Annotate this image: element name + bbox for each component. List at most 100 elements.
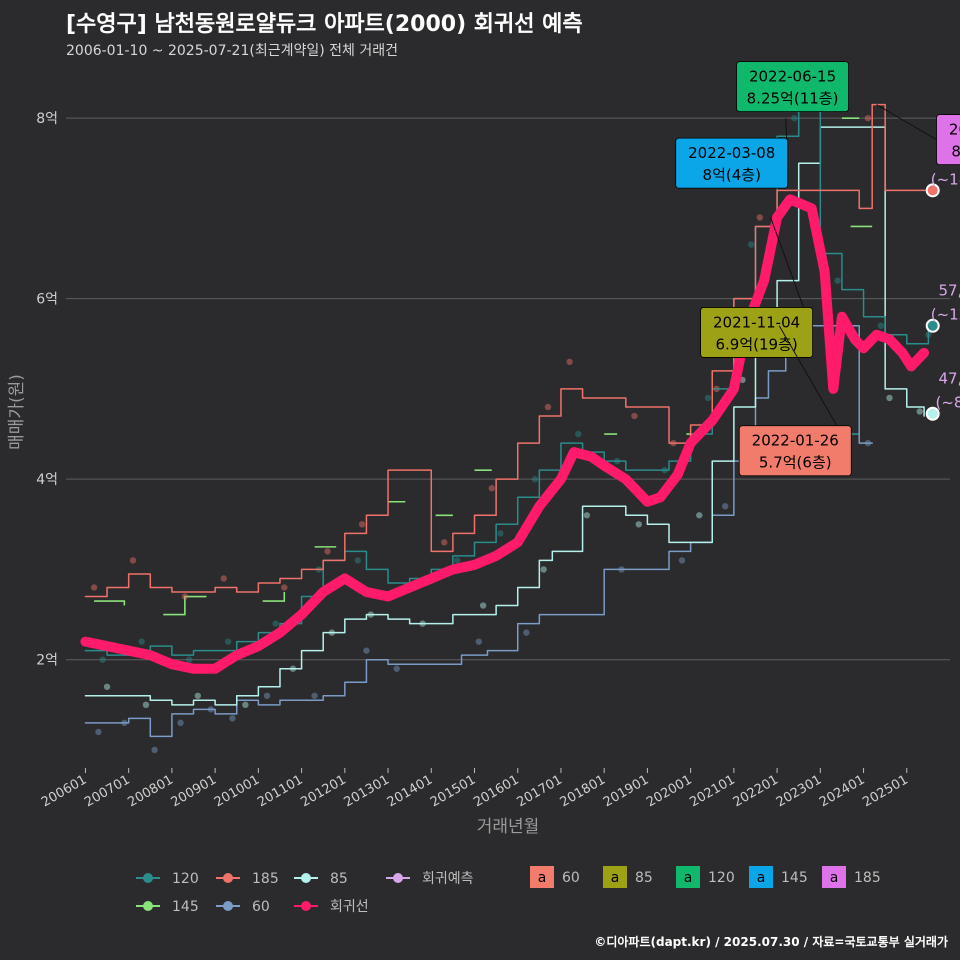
scatter-point [864, 114, 872, 122]
forecast-value: 47,250 [938, 370, 960, 388]
grid-lines [66, 117, 950, 661]
forecast-area: (~85㎡) [936, 394, 960, 412]
legend-marker [143, 901, 153, 911]
scatter-point [916, 408, 923, 415]
scatter-point [177, 719, 184, 727]
x-tick-label: 201601 [471, 772, 521, 810]
legend-box-glyph: a [830, 870, 839, 886]
x-tick-label: 201101 [255, 772, 305, 810]
scatter-point [229, 715, 236, 722]
scatter-point [834, 277, 841, 284]
forecast-point [925, 318, 940, 333]
scatter-point [185, 656, 193, 663]
step-segment [94, 600, 126, 606]
scatter-point [151, 746, 158, 754]
legend-label: 145 [172, 899, 199, 915]
callout-date: 2021-11-04 [713, 313, 800, 331]
scatter-point [696, 512, 703, 519]
legend-label: 회귀선 [330, 899, 369, 915]
legend-box-glyph: a [757, 870, 766, 886]
callout-leader [876, 104, 937, 141]
callout-value: 8.15억(2층) [951, 143, 960, 161]
callout-box [675, 137, 789, 189]
scatter-point [791, 114, 798, 122]
x-tick-label: 202401 [817, 772, 867, 810]
scatter-point [635, 521, 642, 528]
chart-title: [수영구] 남천동원로얄듀크 아파트(2000) 회귀선 예측 [66, 12, 583, 37]
legend-label: 85 [330, 871, 348, 887]
scatter-point [454, 557, 461, 564]
legend-marker [143, 873, 153, 883]
x-tick-label: 201401 [385, 772, 435, 810]
callout-value: 8.25억(11층) [747, 90, 839, 108]
scatter-point [475, 638, 483, 645]
x-tick-label: 200801 [125, 772, 175, 810]
series-line [84, 126, 925, 706]
series-line [84, 103, 934, 598]
x-tick-label: 201001 [212, 772, 262, 810]
scatter-point [531, 475, 539, 483]
scatter-point [354, 557, 361, 564]
legend-box-glyph: a [538, 870, 547, 886]
legend-box-label: 60 [562, 870, 580, 886]
forecast-value: 57,000 [938, 282, 960, 300]
series-line [84, 94, 930, 656]
chart-subtitle: 2006-01-10 ~ 2025-07-21(최근계약일) 전체 거래건 [66, 43, 398, 59]
forecast-point [925, 183, 940, 198]
y-axis-label: 매매가(원) [7, 374, 27, 450]
scatter-point [272, 620, 279, 627]
legend-marker [301, 873, 311, 883]
legend-box-glyph: a [611, 870, 620, 886]
scatter-point [704, 394, 712, 402]
y-tick-label: 8억 [36, 111, 58, 127]
footer-credit: ©디아파트(dapt.kr) / 2025.07.30 / 자료=국토교통부 실… [594, 935, 948, 949]
x-tick-label: 202201 [731, 772, 781, 810]
scatter-point [142, 701, 150, 709]
series-line [84, 324, 873, 738]
x-tick-label: 200901 [169, 772, 219, 810]
legend-box [822, 866, 846, 888]
callout-date: 2022-01-26 [752, 432, 839, 450]
scatter-point [194, 692, 202, 699]
scatter-point [756, 214, 763, 221]
callout-date: 2022-06-15 [749, 68, 836, 86]
legend-marker [223, 901, 233, 911]
y-axis-ticks: 2억 4억 6억 8억 [36, 111, 58, 669]
legend-box [676, 866, 700, 888]
forecast-area: (~185㎡) [931, 170, 960, 188]
forecast-point [925, 406, 940, 421]
scatter-point [523, 629, 530, 636]
x-tick-label: 202001 [644, 772, 694, 810]
legend-label: 회귀예측 [422, 871, 474, 887]
callout-date: 2024-04-24 [949, 121, 960, 139]
scatter-point [242, 701, 249, 709]
scatter-point [488, 485, 495, 492]
legend-label: 185 [252, 871, 279, 887]
legend-box-label: 85 [635, 870, 653, 886]
legend-box-label: 185 [854, 870, 881, 886]
x-tick-label: 201701 [514, 772, 564, 810]
scatter-point [631, 412, 638, 420]
scatter-point [566, 358, 573, 366]
forecast-area: (~120㎡) [931, 306, 960, 324]
legend-box-label: 120 [708, 870, 735, 886]
x-tick-label: 201301 [342, 772, 392, 810]
scatter-point [540, 566, 547, 573]
step-segment [163, 595, 207, 616]
scatter-point [129, 557, 137, 564]
scatter-point [678, 557, 686, 564]
legend-box [749, 866, 773, 888]
scatter-point [138, 638, 145, 645]
x-axis-ticks: 2006012007012008012009012010012011012012… [39, 768, 911, 810]
scatter-point [99, 656, 106, 663]
step-segment [262, 592, 286, 602]
callout-date: 2022-03-08 [688, 144, 775, 162]
scatter-point [263, 692, 271, 699]
callout-box [738, 425, 852, 477]
callouts: 2022-06-15 8.25억(11층) 2022-03-08 8억(4층) 2024… [675, 61, 960, 477]
scatter-point [281, 584, 288, 591]
x-tick-label: 201201 [298, 772, 348, 810]
scatter-point [886, 394, 893, 402]
scatter-point [393, 665, 400, 672]
